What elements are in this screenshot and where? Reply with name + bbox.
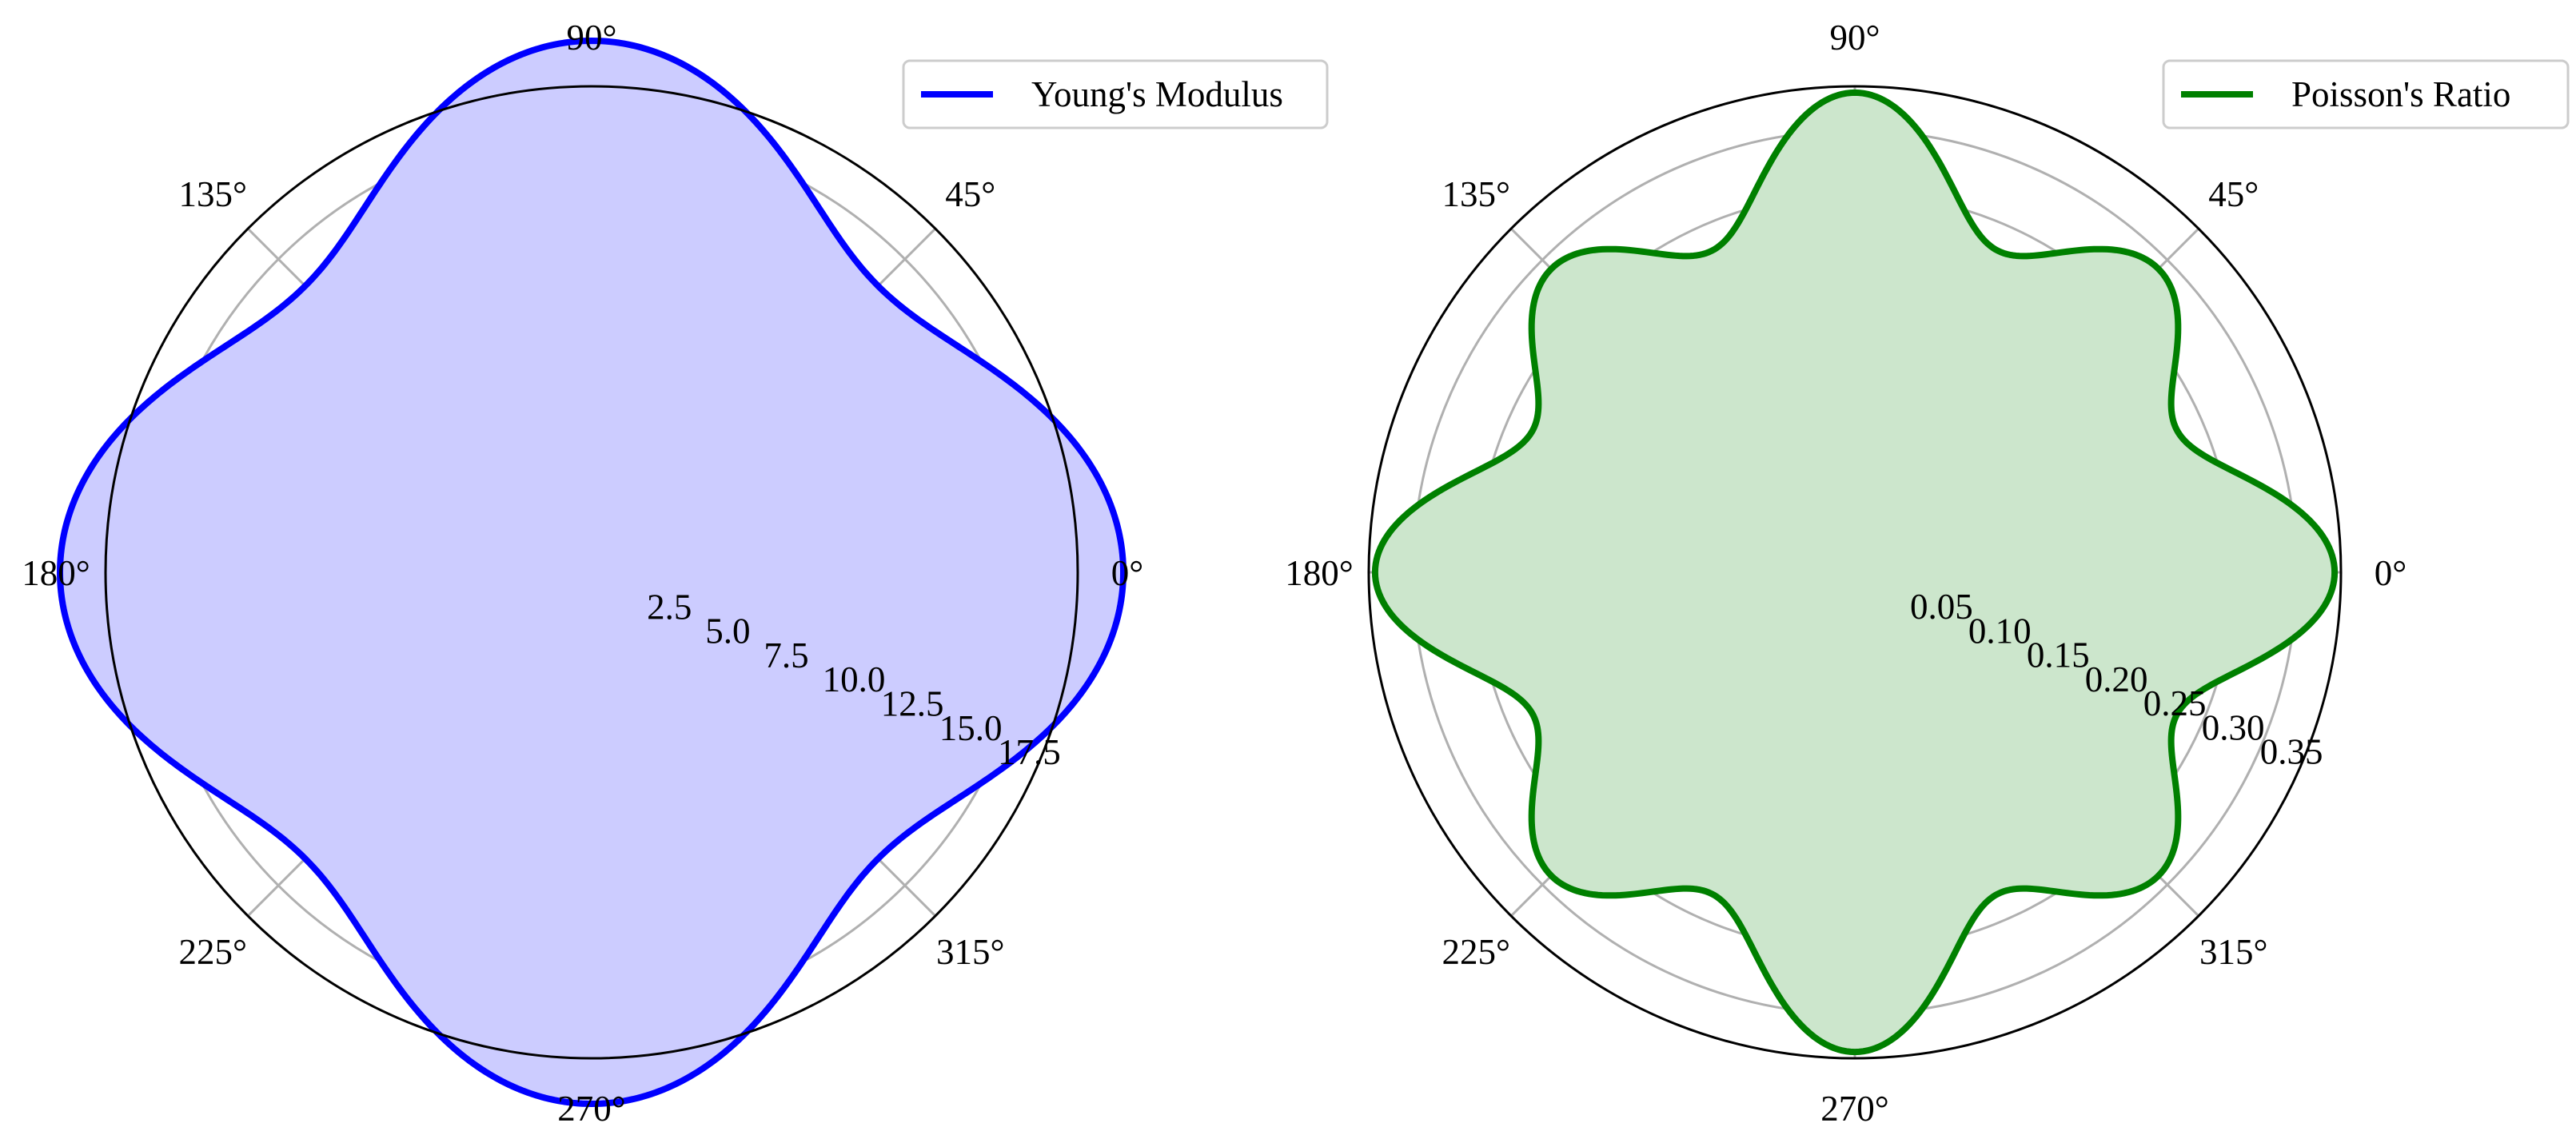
radial-tick-label: 10.0 — [823, 659, 886, 699]
angle-tick-label: 45° — [2208, 174, 2259, 214]
poisson-ratio-polar-plot: 0.050.100.150.200.250.300.35 0° 45° 90° 135°… — [1285, 18, 2570, 1129]
young-modulus-polar-plot: 2.5 5.0 7.5 10.012.515.017.5 0° 45° 90° 135° 180… — [22, 18, 1329, 1129]
angle-tick-label: 0° — [1111, 553, 1144, 593]
legend-box — [902, 59, 1329, 129]
angle-tick-label: 90° — [567, 18, 617, 58]
angle-tick-label: 180° — [1285, 553, 1354, 593]
radial-tick-label: 0.05 — [1910, 587, 1973, 627]
legend: Young's Modulus — [902, 59, 1329, 129]
radial-tick-label: 0.35 — [2260, 732, 2323, 772]
legend: Poisson's Ratio — [2162, 59, 2570, 129]
angle-tick-label: 315° — [2199, 932, 2268, 972]
angle-tick-label: 0° — [2375, 553, 2407, 593]
radial-tick-label: 0.15 — [2027, 635, 2090, 675]
legend-box — [2162, 59, 2570, 129]
radial-tick-label: 0.30 — [2202, 707, 2265, 747]
angle-tick-label: 180° — [22, 553, 90, 593]
angle-tick-label: 270° — [557, 1089, 626, 1129]
angle-tick-label: 135° — [178, 174, 247, 214]
angle-tick-label: 135° — [1442, 174, 1510, 214]
radial-tick-label: 17.5 — [998, 732, 1061, 772]
radial-tick-label: 0.25 — [2143, 683, 2207, 723]
angle-tick-label: 225° — [178, 932, 247, 972]
angle-tick-label: 45° — [945, 174, 995, 214]
radial-tick-label: 5.0 — [705, 611, 750, 651]
radial-tick-label: 0.20 — [2085, 659, 2148, 699]
angle-tick-label: 225° — [1442, 932, 1510, 972]
legend-label: Young's Modulus — [1031, 74, 1283, 114]
series-fill-area — [1374, 92, 2335, 1053]
radial-tick-label: 2.5 — [647, 587, 692, 627]
radial-tick-label: 0.10 — [1968, 611, 2032, 651]
series-line — [57, 38, 1127, 1107]
polar-spine — [104, 85, 1079, 1060]
angle-tick-label: 90° — [1830, 18, 1880, 58]
angle-tick-label: 315° — [936, 932, 1005, 972]
radial-tick-label: 7.5 — [764, 635, 808, 675]
polar-spine — [1367, 85, 2343, 1060]
angle-tick-label: 270° — [1820, 1089, 1889, 1129]
radial-tick-label: 15.0 — [939, 708, 1003, 748]
series-fill-area — [60, 41, 1123, 1104]
legend-label: Poisson's Ratio — [2291, 74, 2510, 114]
series-line — [1371, 89, 2339, 1056]
radial-tick-label: 12.5 — [881, 684, 944, 724]
